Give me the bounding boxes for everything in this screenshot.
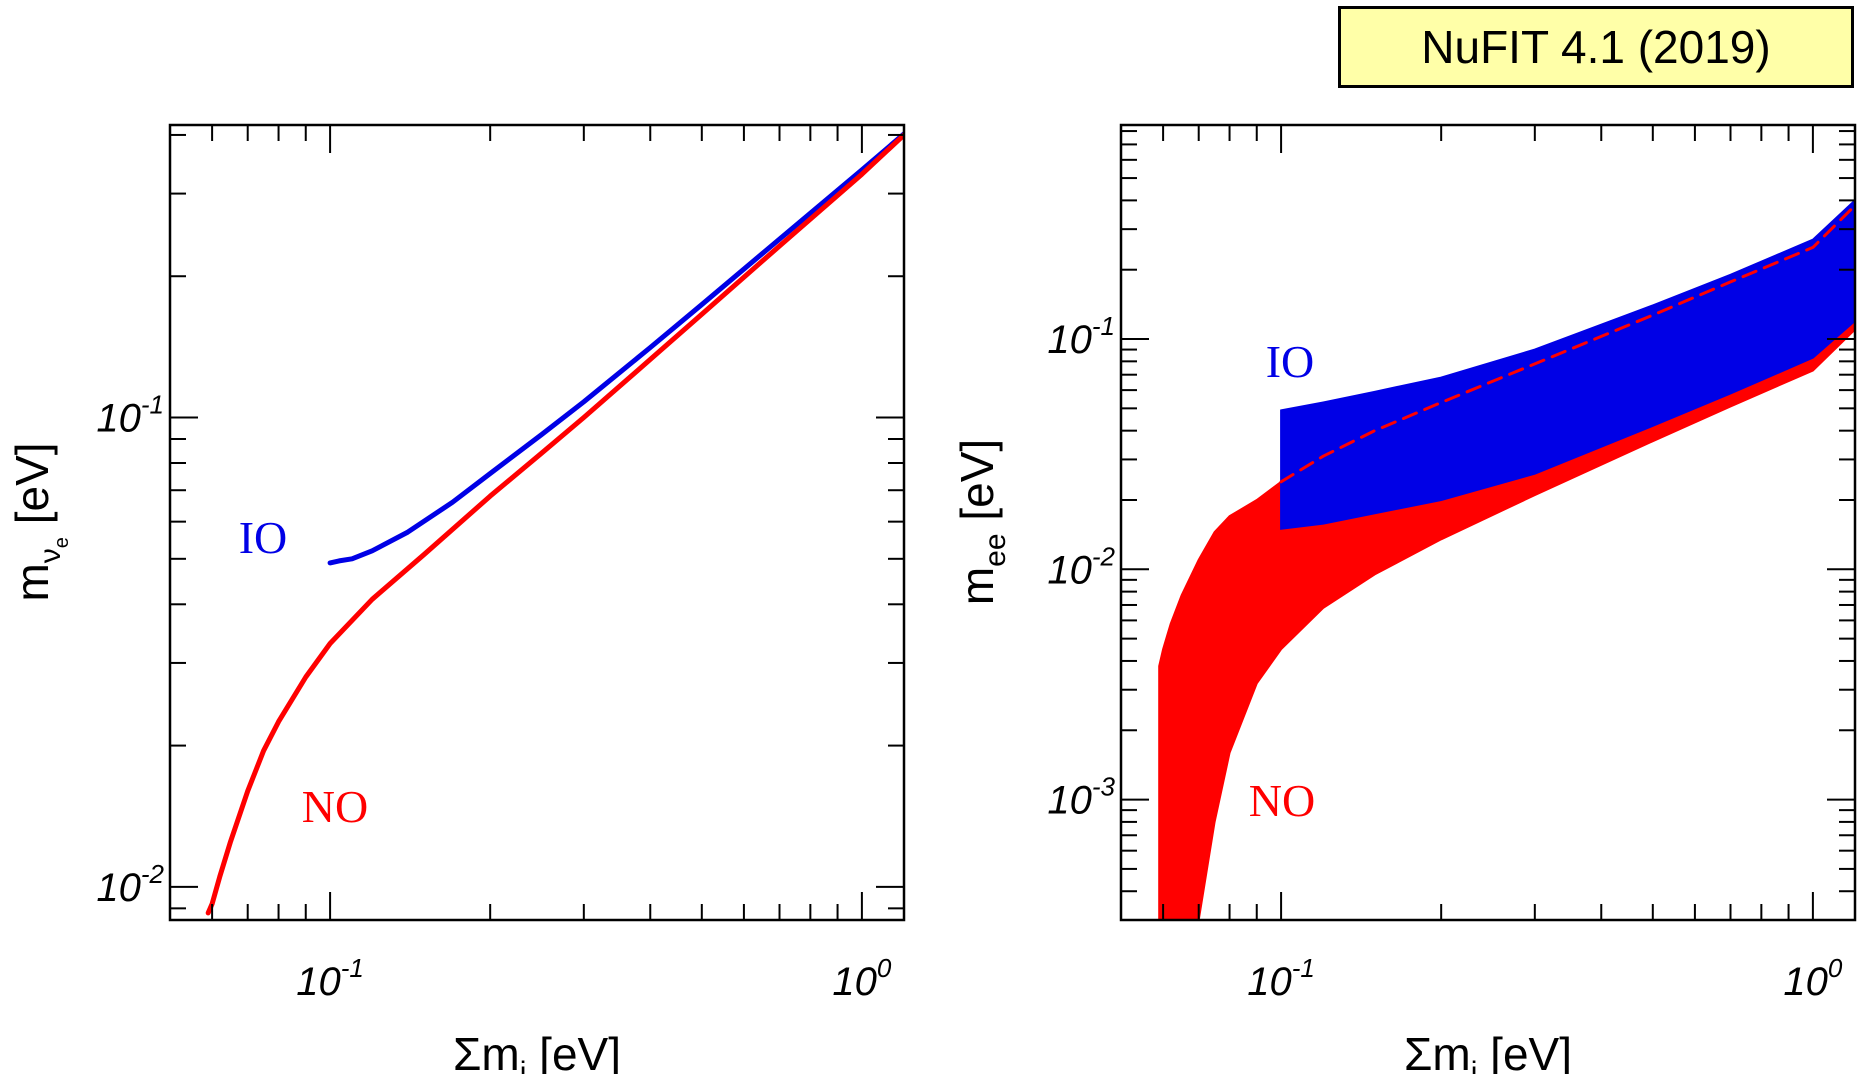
series-label-no: NO (1249, 775, 1315, 826)
x-axis-label: Σmi [eV] (453, 1028, 621, 1074)
line-io (327, 131, 904, 566)
x-tick-label: 100 (1783, 953, 1843, 1004)
ticks (1120, 125, 1855, 921)
x-tick-label: 100 (832, 953, 892, 1004)
plot-area (205, 131, 904, 916)
x-tick-label: 10-1 (1247, 953, 1315, 1004)
nufit-version-badge: NuFIT 4.1 (2019) (1338, 6, 1854, 88)
x-axis-label: Σmi [eV] (1404, 1028, 1572, 1074)
plot-area (1158, 199, 1855, 920)
series-label-io: IO (1266, 336, 1315, 387)
y-tick-label: 10-1 (1047, 311, 1115, 362)
plot-frame (1119, 123, 1857, 922)
left-panel-mnue: 10-1 100 10-2 10-1 Σmi [eV] mνe [eV] IO NO (6, 123, 906, 1074)
ticks (169, 125, 904, 920)
nufit-version-text: NuFIT 4.1 (2019) (1421, 21, 1771, 73)
y-tick-label: 10-2 (1047, 541, 1115, 592)
band-io (1280, 199, 1855, 530)
right-panel-mee: 10-1 100 10-3 10-2 10-1 Σmi [eV] mee [eV] NO IO (951, 123, 1857, 1074)
y-tick-label: 10-2 (96, 859, 164, 910)
y-axis-label: mee [eV] (951, 439, 1012, 605)
dashed-line (1279, 204, 1855, 484)
y-axis-label: mνe [eV] (6, 442, 73, 601)
series-label-io: IO (239, 512, 288, 563)
y-tick-label: 10-3 (1047, 772, 1115, 823)
x-tick-label: 10-1 (296, 953, 364, 1004)
y-tick-label: 10-1 (96, 390, 164, 441)
line-no (205, 132, 904, 916)
series-label-no: NO (302, 781, 368, 832)
